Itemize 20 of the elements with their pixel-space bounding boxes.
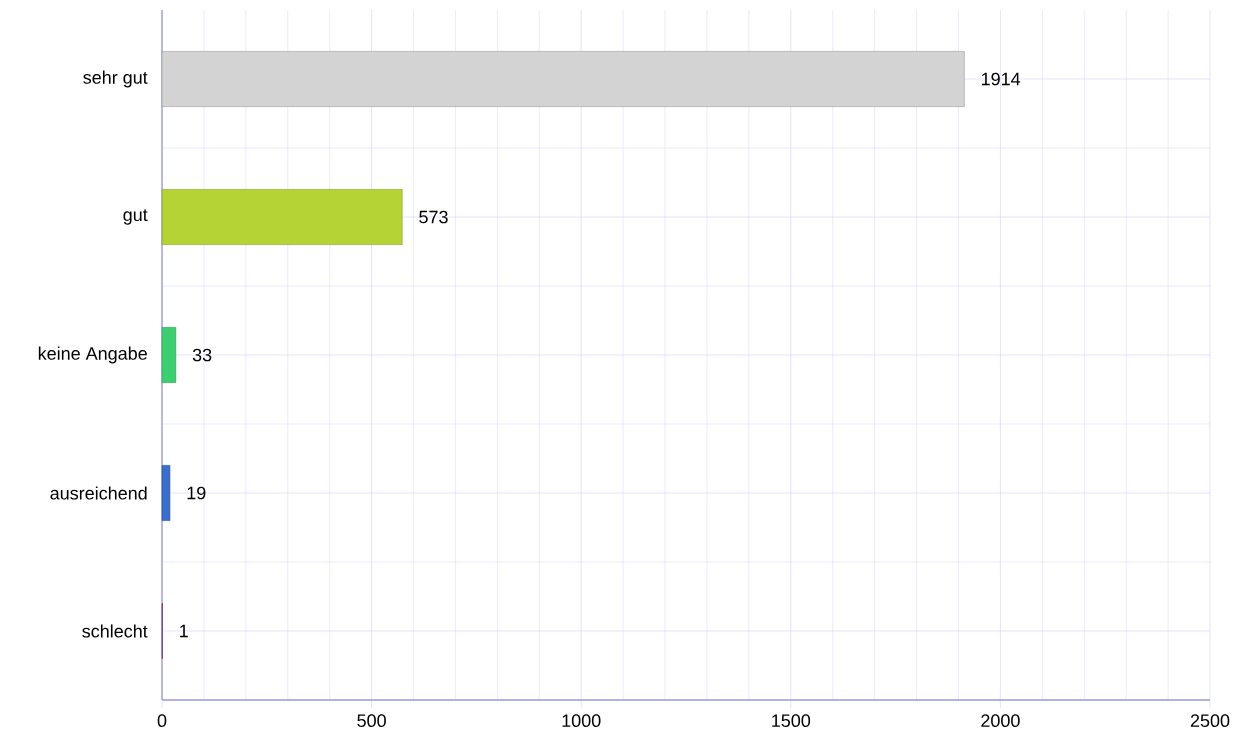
x-tick-label: 0 — [157, 714, 167, 727]
bar — [161, 465, 171, 521]
bar — [161, 327, 177, 383]
data-label: 1 — [180, 624, 188, 638]
bar — [161, 189, 403, 245]
y-tick-label: schlecht — [82, 624, 148, 638]
data-label: 33 — [192, 348, 212, 362]
x-tick-label: 1000 — [562, 714, 601, 727]
x-tick-label: 2500 — [1190, 714, 1230, 727]
x-tick-label: 1500 — [772, 714, 811, 727]
y-tick-label: gut — [123, 209, 148, 225]
bar — [161, 51, 965, 107]
data-label: 1914 — [981, 72, 1021, 86]
y-tick-label: keine Angabe — [38, 346, 147, 364]
y-tick-label: ausreichend — [50, 486, 147, 500]
y-tick-label: sehr gut — [83, 70, 148, 88]
x-tick-label: 2000 — [981, 714, 1020, 727]
data-label: 19 — [187, 486, 206, 500]
x-tick-label: 500 — [357, 714, 386, 727]
data-label: 573 — [419, 210, 448, 224]
